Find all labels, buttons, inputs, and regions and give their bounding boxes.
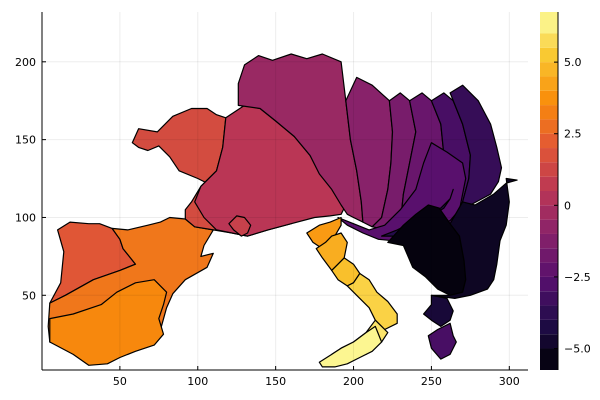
axes: 50 100 150 200 250 300 50 100 150 200 bbox=[15, 12, 528, 388]
colorbar-band bbox=[540, 276, 558, 292]
contour-region bbox=[306, 216, 342, 250]
colorbar-band bbox=[540, 12, 558, 34]
colorbar-band bbox=[540, 319, 558, 335]
colorbar-band bbox=[540, 233, 558, 249]
x-tick-label: 300 bbox=[499, 375, 520, 388]
colorbar-band bbox=[540, 348, 558, 370]
colorbar-tick-label: 2.5 bbox=[564, 128, 582, 141]
colorbar-band bbox=[540, 334, 558, 349]
colorbar-tick-label: −2.5 bbox=[564, 271, 591, 284]
contour-region bbox=[346, 272, 398, 331]
contour-region bbox=[430, 177, 518, 299]
y-tick-label: 50 bbox=[22, 289, 36, 302]
colorbar-band bbox=[540, 76, 558, 91]
colorbar-band bbox=[540, 291, 558, 306]
y-tick-label: 150 bbox=[15, 134, 36, 147]
plot-area bbox=[47, 53, 518, 368]
colorbar-band bbox=[540, 248, 558, 263]
x-tick-label: 100 bbox=[187, 375, 208, 388]
x-tick-label: 250 bbox=[421, 375, 442, 388]
contour-region bbox=[228, 215, 252, 237]
colorbar-tick-label: 0 bbox=[564, 199, 571, 212]
x-tick-label: 50 bbox=[113, 375, 127, 388]
y-tick-label: 100 bbox=[15, 211, 36, 224]
contour-region bbox=[427, 322, 457, 360]
x-tick-label: 150 bbox=[265, 375, 286, 388]
contour-region bbox=[49, 279, 168, 366]
y-tick-label: 200 bbox=[15, 56, 36, 69]
colorbar-band bbox=[540, 205, 558, 220]
colorbar-band bbox=[540, 90, 558, 106]
contour-region bbox=[423, 294, 454, 327]
colorbar: −5.0 −2.5 0 2.5 5.0 bbox=[540, 12, 591, 370]
colorbar-band bbox=[540, 176, 558, 191]
colorbar-tick-label: −5.0 bbox=[564, 343, 591, 356]
colorbar-band bbox=[540, 62, 558, 77]
colorbar-band bbox=[540, 162, 558, 177]
contour-region bbox=[318, 325, 383, 368]
colorbar-band bbox=[540, 119, 558, 134]
colorbar-band bbox=[540, 133, 558, 149]
colorbar-band bbox=[540, 305, 558, 320]
colorbar-band bbox=[540, 47, 558, 63]
contour-region bbox=[315, 232, 348, 271]
colorbar-band bbox=[540, 33, 558, 48]
x-tick-label: 200 bbox=[343, 375, 364, 388]
colorbar-band bbox=[540, 262, 558, 277]
colorbar-band bbox=[540, 105, 558, 120]
colorbar-band bbox=[540, 191, 558, 206]
contour-region bbox=[449, 84, 503, 206]
colorbar-band bbox=[540, 219, 558, 234]
colorbar-band bbox=[540, 148, 558, 163]
colorbar-tick-label: 5.0 bbox=[564, 56, 582, 69]
